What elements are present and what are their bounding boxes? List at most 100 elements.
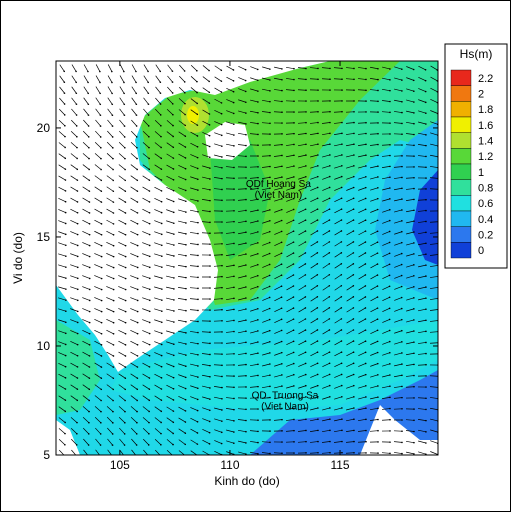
arrow-head (413, 177, 415, 179)
arrow-head (401, 68, 403, 70)
arrow-head (221, 342, 223, 344)
arrow-head (401, 133, 403, 135)
arrow-head (281, 374, 283, 376)
arrow-head (281, 101, 283, 103)
arrow-head (425, 431, 427, 433)
arrow-head (172, 433, 174, 435)
arrow-head (377, 176, 379, 178)
arrow-head (125, 300, 127, 302)
arrow-head (377, 396, 379, 398)
arrow-head (281, 252, 283, 254)
arrow-head (75, 82, 77, 84)
arrow-head (149, 223, 151, 225)
arrow-head (99, 103, 101, 105)
arrow-head (365, 430, 367, 432)
arrow-head (425, 80, 427, 82)
arrow-head (329, 208, 331, 210)
arrow-head (233, 375, 235, 377)
arrow-head (112, 411, 114, 413)
arrow-head (341, 208, 343, 210)
arrow-head (281, 133, 283, 135)
arrow-head (401, 242, 403, 244)
arrow-head (233, 134, 235, 136)
arrow-head (100, 411, 102, 413)
arrow-head (245, 342, 247, 344)
arrow-head (137, 245, 139, 247)
arrow-head (101, 212, 103, 214)
arrow-head (305, 111, 307, 113)
arrow-head (173, 233, 175, 235)
arrow-head (101, 300, 103, 302)
arrow-head (87, 82, 89, 84)
arrow-head (341, 296, 343, 298)
arrow-head (233, 102, 235, 104)
arrow-head (209, 178, 211, 180)
colorbar-label: 0.6 (478, 198, 493, 210)
arrow-head (413, 341, 415, 343)
arrow-head (413, 330, 415, 332)
arrow-head (425, 319, 427, 321)
arrow-head (113, 201, 115, 203)
arrow-head (136, 422, 138, 424)
arrow-head (173, 212, 175, 214)
arrow-head (281, 452, 283, 454)
arrow-head (173, 410, 175, 412)
arrow-head (89, 245, 91, 247)
arrow-head (317, 100, 319, 102)
arrow-head (233, 156, 235, 158)
arrow-head (112, 158, 114, 160)
arrow-head (281, 165, 283, 167)
arrow-head (257, 231, 259, 233)
arrow-head (197, 332, 199, 334)
arrow-head (113, 377, 115, 379)
arrow-head (257, 275, 259, 277)
arrow-head (341, 89, 343, 91)
arrow-head (245, 442, 247, 444)
arrow-head (136, 147, 138, 149)
arrow-head (413, 253, 415, 255)
arrow-head (113, 223, 115, 225)
arrow-head (161, 168, 163, 170)
arrow-head (77, 355, 79, 357)
arrow-head (185, 179, 187, 181)
arrow-head (185, 421, 187, 423)
arrow-head (221, 353, 223, 355)
arrow-head (341, 340, 343, 342)
arrow-head (401, 330, 403, 332)
arrow-head (196, 81, 198, 83)
arrow-head (173, 201, 175, 203)
arrow-head (305, 296, 307, 298)
arrow-head (185, 432, 187, 434)
arrow-head (269, 341, 271, 343)
arrow-head (353, 285, 355, 287)
arrow-head (209, 222, 211, 224)
arrow-head (317, 78, 319, 80)
arrow-head (425, 409, 427, 411)
arrow-head (329, 154, 331, 156)
arrow-head (65, 299, 67, 301)
arrow-head (281, 319, 283, 321)
arrow-head (293, 111, 295, 113)
arrow-head (245, 210, 247, 212)
arrow-head (425, 221, 427, 223)
arrow-head (377, 100, 379, 102)
arrow-head (173, 157, 175, 159)
arrow-head (365, 144, 367, 146)
arrow-head (88, 422, 90, 424)
colorbar-swatch (451, 86, 471, 102)
arrow-head (89, 322, 91, 324)
arrow-head (329, 143, 331, 145)
arrow-head (281, 111, 283, 113)
arrow-head (112, 180, 114, 182)
arrow-head (113, 300, 115, 302)
arrow-head (293, 263, 295, 265)
arrow-head (136, 169, 138, 171)
arrow-head (389, 155, 391, 157)
arrow-head (125, 212, 127, 214)
arrow-head (209, 287, 211, 289)
arrow-head (377, 385, 379, 387)
arrow-head (305, 89, 307, 91)
arrow-head (233, 123, 235, 125)
arrow-head (329, 340, 331, 342)
arrow-head (365, 241, 367, 243)
